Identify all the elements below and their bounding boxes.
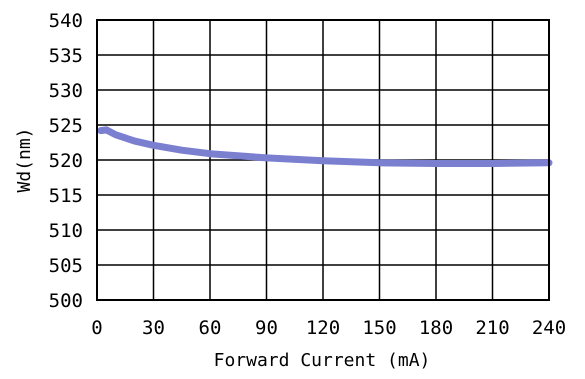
y-tick-labels: 500 505 510 515 520 525 530 535 540 (49, 10, 83, 312)
y-tick-label: 530 (49, 80, 83, 102)
x-tick-label: 90 (255, 317, 278, 339)
plot-frame (96, 19, 550, 301)
y-tick-label: 500 (49, 290, 83, 312)
y-tick-label: 515 (49, 185, 83, 207)
x-axis-label: Forward Current (mA) (214, 350, 431, 371)
series-line (97, 126, 553, 167)
x-tick-label: 180 (419, 317, 453, 339)
y-tick-label: 510 (49, 220, 83, 242)
y-tick-label: 540 (49, 10, 83, 32)
y-tick-label: 535 (49, 45, 83, 67)
x-tick-label: 30 (142, 317, 165, 339)
chart-series (97, 126, 553, 167)
y-tick-label: 505 (49, 255, 83, 277)
x-tick-label: 150 (362, 317, 396, 339)
y-tick-label: 525 (49, 115, 83, 137)
x-tick-label: 240 (532, 317, 566, 339)
y-axis-label: Wd(nm) (14, 127, 35, 192)
x-tick-label: 120 (306, 317, 340, 339)
x-tick-label: 60 (199, 317, 222, 339)
x-tick-labels: 0 30 60 90 120 150 180 210 240 (91, 317, 566, 339)
x-tick-label: 0 (91, 317, 102, 339)
y-tick-label: 520 (49, 150, 83, 172)
x-tick-label: 210 (475, 317, 509, 339)
